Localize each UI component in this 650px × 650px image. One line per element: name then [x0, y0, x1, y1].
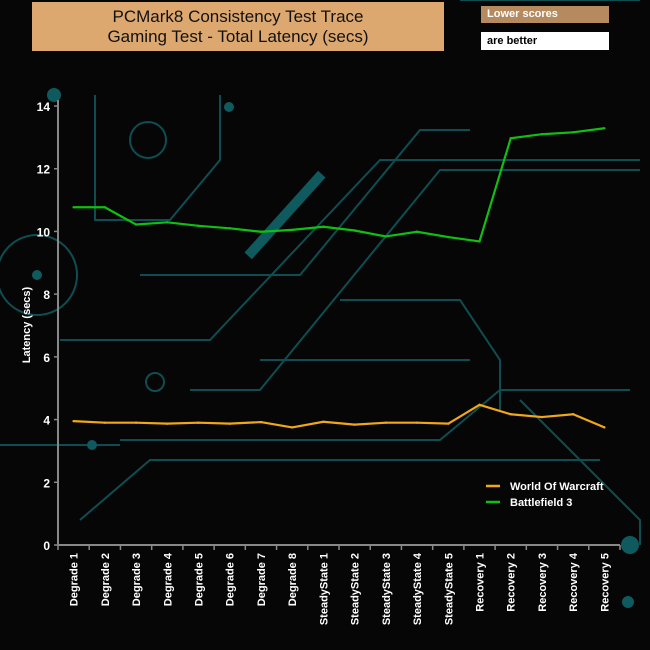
note-are-better: are better	[481, 32, 609, 50]
x-tick-label: Degrade 1	[69, 553, 81, 606]
x-tick-label: Degrade 8	[287, 553, 299, 606]
data-point	[540, 133, 544, 136]
data-point	[228, 227, 231, 230]
y-tick-label: 2	[43, 476, 50, 490]
data-point	[103, 206, 107, 209]
data-point	[72, 206, 75, 209]
data-point	[353, 229, 356, 232]
x-tick-label: Degrade 7	[256, 553, 268, 606]
note-lower-scores: Lower scores	[481, 6, 609, 23]
x-tick-label: Recovery 1	[475, 553, 487, 612]
x-tick-label: Degrade 3	[131, 553, 143, 606]
chart-subtitle: Gaming Test - Total Latency (secs)	[107, 27, 369, 46]
data-point	[134, 223, 138, 226]
x-tick-label: Degrade 6	[225, 553, 237, 606]
y-tick-label: 12	[37, 163, 51, 177]
series-line-1	[73, 127, 605, 243]
data-point	[197, 224, 200, 227]
x-tick-label: SteadyState 2	[350, 553, 362, 625]
legend-label: World Of Warcraft	[510, 481, 604, 493]
y-tick-label: 8	[43, 288, 50, 302]
data-point	[571, 131, 575, 134]
data-point	[478, 240, 481, 243]
y-tick-label: 14	[37, 100, 51, 114]
data-point	[290, 426, 294, 429]
y-tick-label: 6	[43, 351, 50, 365]
y-tick-label: 0	[43, 539, 50, 553]
y-tick-label: 10	[37, 225, 51, 239]
data-point	[72, 419, 75, 423]
data-point	[384, 421, 388, 424]
data-point	[259, 420, 263, 424]
data-point	[353, 423, 356, 426]
data-point	[447, 235, 450, 239]
x-tick-label: Degrade 2	[100, 553, 112, 606]
data-point	[290, 228, 294, 232]
y-axis-label: Latency (secs)	[21, 286, 33, 363]
data-point	[603, 127, 606, 130]
data-point	[166, 422, 169, 425]
series-line-0	[73, 403, 605, 429]
data-point	[197, 421, 200, 424]
x-tick-label: Degrade 4	[162, 552, 174, 606]
data-point	[447, 422, 450, 425]
data-point	[509, 137, 512, 140]
data-point	[478, 403, 481, 407]
data-point	[415, 230, 419, 233]
x-tick-label: SteadyState 1	[318, 553, 330, 625]
data-point	[228, 422, 231, 425]
data-point	[603, 426, 606, 429]
y-tick-label: 4	[43, 414, 50, 428]
data-point	[509, 413, 512, 416]
data-point	[259, 230, 263, 233]
x-tick-label: Recovery 4	[568, 552, 580, 612]
legend-label: Battlefield 3	[510, 497, 572, 509]
data-point	[384, 235, 388, 238]
x-tick-label: SteadyState 3	[381, 553, 393, 625]
data-point	[103, 421, 107, 424]
x-tick-label: SteadyState 5	[443, 553, 455, 625]
x-tick-label: Recovery 2	[506, 553, 518, 612]
x-tick-label: Recovery 3	[537, 553, 549, 612]
data-point	[322, 420, 325, 423]
x-tick-label: SteadyState 4	[412, 552, 424, 625]
data-point	[571, 413, 575, 416]
data-point	[134, 421, 138, 424]
chart-title-box: PCMark8 Consistency Test Trace Gaming Te…	[32, 2, 444, 51]
chart-title: PCMark8 Consistency Test Trace	[112, 7, 364, 26]
x-tick-label: Degrade 5	[194, 553, 206, 606]
data-point	[415, 421, 419, 424]
data-point	[322, 225, 325, 228]
x-tick-label: Recovery 5	[599, 553, 611, 612]
data-point	[540, 415, 544, 419]
data-point	[166, 221, 169, 224]
